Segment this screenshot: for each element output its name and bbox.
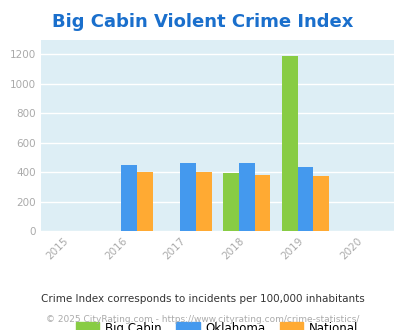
Text: Big Cabin Violent Crime Index: Big Cabin Violent Crime Index bbox=[52, 13, 353, 31]
Bar bbox=[238, 163, 254, 231]
Bar bbox=[195, 172, 211, 231]
Legend: Big Cabin, Oklahoma, National: Big Cabin, Oklahoma, National bbox=[71, 317, 362, 330]
Bar bbox=[281, 56, 297, 231]
Text: © 2025 CityRating.com - https://www.cityrating.com/crime-statistics/: © 2025 CityRating.com - https://www.city… bbox=[46, 315, 359, 324]
Bar bbox=[121, 165, 136, 231]
Text: Crime Index corresponds to incidents per 100,000 inhabitants: Crime Index corresponds to incidents per… bbox=[41, 294, 364, 304]
Bar bbox=[179, 163, 195, 231]
Bar bbox=[297, 167, 313, 231]
Bar bbox=[254, 175, 270, 231]
Bar bbox=[136, 172, 152, 231]
Bar bbox=[222, 173, 238, 231]
Bar bbox=[313, 176, 328, 231]
